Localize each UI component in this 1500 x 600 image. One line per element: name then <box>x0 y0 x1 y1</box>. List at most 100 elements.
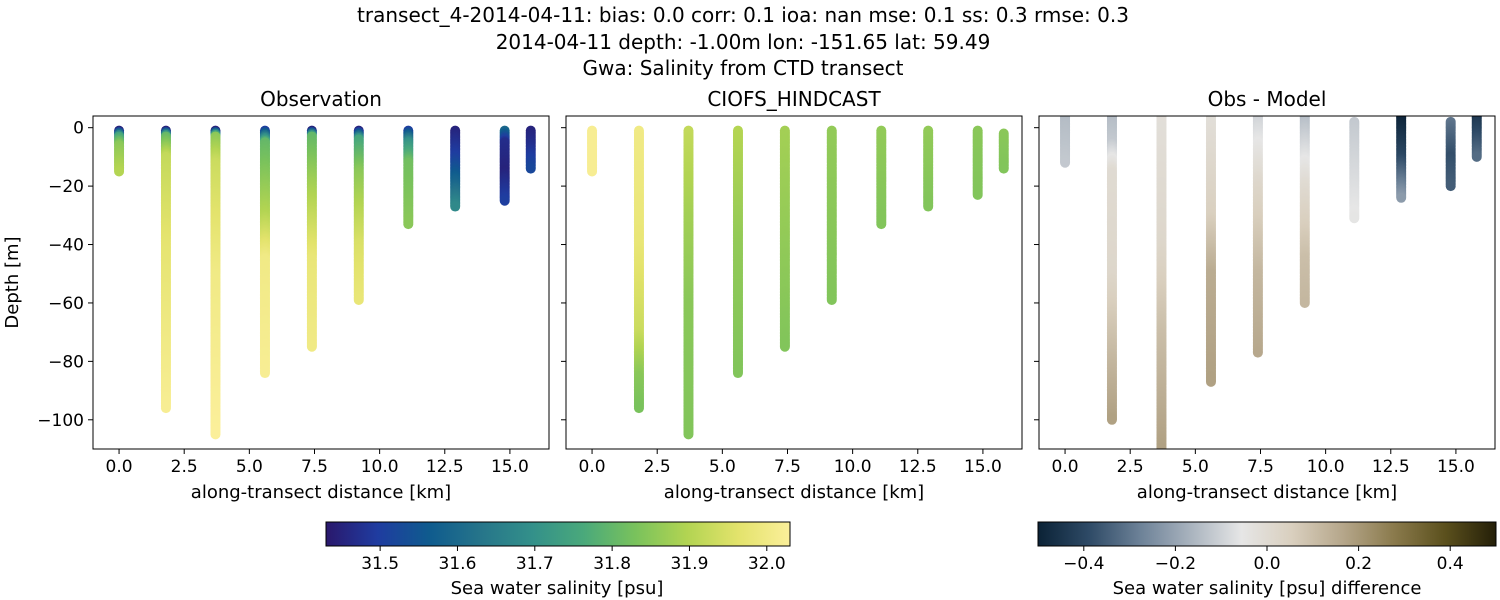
y-tick-label: −60 <box>48 294 84 314</box>
x-tick-label: 2.5 <box>644 457 671 477</box>
panel-3: Obs - Model 0.0 2.5 5.0 7.5 10.0 12.5 15.0 along… <box>1034 87 1496 503</box>
colorbar-salinity: 31.5 31.6 31.7 31.8 31.9 32.0 Sea water salin… <box>325 521 791 599</box>
data-point <box>826 295 837 306</box>
data-point <box>1252 347 1263 358</box>
cast-marker-group <box>499 125 510 206</box>
panel-1: Observation 0.0 2.5 5.0 7.5 10.0 12.5 15.0 along… <box>2 87 550 503</box>
cast-marker-group <box>259 125 270 379</box>
panel-2-frame <box>565 115 1023 450</box>
x-tick-label: 10.0 <box>361 457 399 477</box>
data-point <box>1106 414 1117 425</box>
panel-3-title: Obs - Model <box>1208 87 1327 111</box>
x-tick-label: 2.5 <box>1117 457 1144 477</box>
panel-1-points <box>114 125 536 440</box>
data-point <box>1349 213 1360 224</box>
data-point <box>353 295 364 306</box>
cast-marker-group <box>876 125 887 230</box>
cast-marker-group <box>1445 116 1456 192</box>
colorbar-tick-label: 31.9 <box>671 554 709 574</box>
panel-2-points <box>587 125 1009 440</box>
cast-marker-group <box>306 125 317 352</box>
data-point <box>259 368 270 379</box>
colorbar-tick-label: 0.2 <box>1345 554 1372 574</box>
colorbar-tick-label: 31.6 <box>439 554 477 574</box>
data-point <box>732 368 743 379</box>
x-tick-label: 15.0 <box>491 457 529 477</box>
cast-marker-group <box>403 125 414 230</box>
data-point <box>998 163 1009 174</box>
x-tick-label: 5.0 <box>1182 457 1209 477</box>
cast-marker-group <box>450 125 461 212</box>
data-point <box>1299 297 1310 308</box>
x-tick-label: 0.0 <box>106 457 133 477</box>
panel-2-xlabel: along-transect distance [km] <box>664 482 924 503</box>
cast-marker-group <box>1349 116 1360 224</box>
cast-marker-group <box>923 125 934 212</box>
y-tick-label: −40 <box>48 236 84 256</box>
cast-marker-group <box>1299 116 1310 308</box>
cast-marker-group <box>1471 116 1482 162</box>
figure-title-line-2: 2014-04-11 depth: -1.00m lon: -151.65 la… <box>496 30 991 54</box>
colorbar-tick-label: 0.4 <box>1437 554 1464 574</box>
panel-1-xlabel: along-transect distance [km] <box>191 482 451 503</box>
cast-marker-group <box>998 128 1009 174</box>
cast-marker-group <box>1205 116 1216 387</box>
panel-2: CIOFS_HINDCAST 0.0 2.5 5.0 7.5 10.0 12.5 15.0 al… <box>561 87 1023 503</box>
colorbar-salinity-gradient <box>325 521 791 547</box>
colorbar-tick-label: 32.0 <box>748 554 786 574</box>
colorbar-tick-label: 31.7 <box>516 554 554 574</box>
x-tick-label: 7.5 <box>301 457 328 477</box>
data-point <box>114 166 125 177</box>
colorbar-tick-label: −0.2 <box>1155 554 1196 574</box>
data-point <box>923 201 934 212</box>
data-point <box>1156 444 1167 449</box>
cast-marker-group <box>1060 116 1071 168</box>
x-tick-label: 12.5 <box>1372 457 1410 477</box>
data-point <box>1396 192 1407 203</box>
data-point <box>525 163 536 174</box>
cast-marker-group <box>732 125 743 379</box>
colorbar-tick-label: 31.5 <box>361 554 399 574</box>
cast-marker-group <box>160 125 171 414</box>
data-point <box>779 341 790 352</box>
x-tick-label: 0.0 <box>1052 457 1079 477</box>
x-tick-label: 7.5 <box>1247 457 1274 477</box>
x-tick-label: 12.5 <box>426 457 464 477</box>
colorbar-difference-label: Sea water salinity [psu] difference <box>1113 578 1422 599</box>
data-point <box>306 341 317 352</box>
panel-2-title: CIOFS_HINDCAST <box>707 87 881 111</box>
data-point <box>160 403 171 414</box>
cast-marker-group <box>1106 116 1117 425</box>
data-point <box>1471 151 1482 162</box>
colorbar-tick-label: −0.4 <box>1063 554 1104 574</box>
cast-marker-group <box>633 125 644 414</box>
data-point <box>450 201 461 212</box>
cast-marker-group <box>1396 116 1407 203</box>
cast-marker-group <box>972 125 983 200</box>
data-point <box>499 195 510 206</box>
x-tick-label: 15.0 <box>1437 457 1475 477</box>
x-tick-label: 7.5 <box>774 457 801 477</box>
y-tick-label: −80 <box>48 352 84 372</box>
cast-marker-group <box>826 125 837 306</box>
cast-marker-group <box>587 125 598 177</box>
colorbar-tick-label: 0.0 <box>1253 554 1280 574</box>
x-tick-label: 12.5 <box>899 457 937 477</box>
data-point <box>1060 157 1071 168</box>
cast-marker-group <box>683 125 694 440</box>
colorbar-salinity-label: Sea water salinity [psu] <box>451 578 664 599</box>
data-point <box>876 219 887 230</box>
cast-marker-group <box>210 125 221 440</box>
x-tick-label: 10.0 <box>1307 457 1345 477</box>
cast-marker-group <box>525 125 536 174</box>
data-point <box>633 403 644 414</box>
cast-marker-group <box>1156 116 1167 449</box>
data-point <box>683 429 694 440</box>
data-point <box>1445 181 1456 192</box>
y-tick-label: −20 <box>48 177 84 197</box>
panel-1-ylabel: Depth [m] <box>2 236 23 328</box>
x-tick-label: 0.0 <box>579 457 606 477</box>
panel-1-title: Observation <box>260 87 382 111</box>
colorbar-difference-gradient <box>1037 521 1497 547</box>
